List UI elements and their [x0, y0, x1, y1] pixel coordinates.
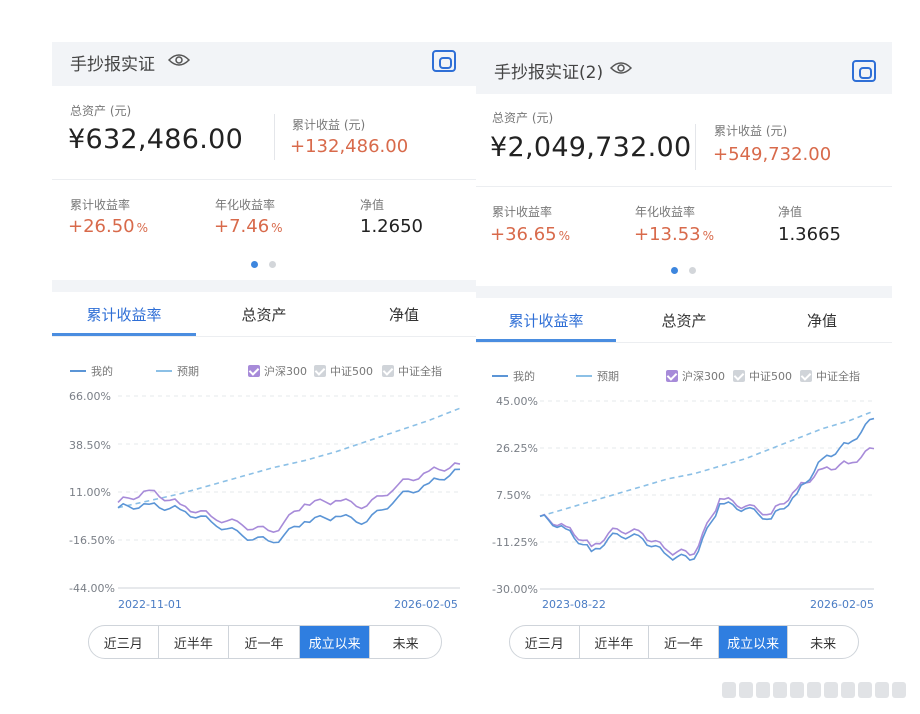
checkbox-icon: [733, 370, 745, 382]
wallet-icon[interactable]: [852, 60, 876, 82]
annual-return-value: +7.46%: [214, 216, 283, 237]
annual-return-value: +13.53%: [634, 224, 715, 245]
tab-total-assets[interactable]: 总资产: [241, 306, 287, 324]
pager-dot-active[interactable]: [671, 267, 678, 274]
tab-nav[interactable]: 净值: [388, 306, 419, 324]
eye-icon[interactable]: [610, 60, 632, 76]
legend-expected[interactable]: 预期: [576, 368, 619, 384]
divider: [274, 114, 275, 160]
tab-total-assets[interactable]: 总资产: [661, 312, 707, 330]
series-line-hs300: [117, 462, 461, 533]
divider: [695, 124, 696, 170]
range-1y[interactable]: 近一年: [229, 626, 300, 658]
series-line-mine: [539, 417, 875, 562]
x-tick-start: 2022-11-01: [118, 598, 182, 611]
total-assets-value: ¥2,049,732.00: [490, 132, 692, 163]
tab-nav[interactable]: 净值: [806, 312, 837, 330]
x-tick-end: 2026-02-05: [810, 598, 874, 611]
account-title: 手抄报实证(2): [494, 63, 604, 83]
annual-return-label: 年化收益率: [635, 205, 696, 219]
y-tick: 7.50%: [496, 489, 531, 502]
cum-income-label: 累计收益 (元): [292, 118, 366, 132]
legend-mine[interactable]: 我的: [70, 363, 113, 379]
tab-cum-return[interactable]: 累计收益率: [86, 306, 162, 324]
tab-cum-return[interactable]: 累计收益率: [508, 312, 584, 330]
cum-return-label: 累计收益率: [70, 198, 131, 212]
series-line-mine: [117, 468, 461, 544]
range-1y[interactable]: 近一年: [649, 626, 719, 658]
legend-zz500[interactable]: 中证500: [314, 363, 373, 379]
legend-expected[interactable]: 预期: [156, 363, 199, 379]
pager-dot[interactable]: [689, 267, 696, 274]
checkbox-icon: [314, 365, 326, 377]
x-tick-end: 2026-02-05: [394, 598, 458, 611]
series-line-hs300: [539, 447, 875, 557]
account-panel-1: 手抄报实证 总资产 (元) ¥632,486.00 累计收益 (元) +132,…: [52, 42, 476, 672]
tab-indicator: [476, 339, 616, 342]
cum-income-label: 累计收益 (元): [714, 124, 788, 138]
account-header: 手抄报实证(2): [476, 42, 892, 94]
pager-dot-active[interactable]: [251, 261, 258, 268]
cum-return-value: +36.65%: [490, 224, 571, 245]
cum-return-chart[interactable]: [52, 42, 476, 672]
eye-icon[interactable]: [168, 52, 190, 68]
y-tick: 26.25%: [496, 442, 538, 455]
cum-income-value: +549,732.00: [713, 144, 832, 165]
cum-return-value: +26.50%: [68, 216, 149, 237]
y-tick: 66.00%: [69, 390, 111, 403]
y-tick: 11.00%: [69, 486, 111, 499]
tab-indicator: [52, 333, 196, 336]
y-tick: -16.50%: [69, 534, 115, 547]
y-tick: -44.00%: [69, 582, 115, 595]
range-6m[interactable]: 近半年: [159, 626, 230, 658]
total-assets-value: ¥632,486.00: [68, 124, 244, 155]
range-selector: 近三月 近半年 近一年 成立以来 未来: [509, 625, 859, 659]
checkbox-icon: [800, 370, 812, 382]
account-panel-2: 手抄报实证(2) 总资产 (元) ¥2,049,732.00 累计收益 (元) …: [476, 42, 892, 672]
legend-zzqz[interactable]: 中证全指: [382, 363, 442, 379]
range-since-inception[interactable]: 成立以来: [299, 626, 371, 658]
series-line-expected: [117, 407, 461, 509]
wallet-icon[interactable]: [432, 50, 456, 72]
y-tick: -30.00%: [492, 583, 538, 596]
y-tick: -11.25%: [492, 536, 538, 549]
account-header: 手抄报实证: [52, 42, 476, 86]
nav-value: 1.2650: [360, 216, 423, 237]
legend-zz500[interactable]: 中证500: [733, 368, 792, 384]
cum-return-chart[interactable]: [476, 42, 892, 672]
range-3m[interactable]: 近三月: [89, 626, 159, 658]
nav-value: 1.3665: [778, 224, 841, 245]
cum-return-label: 累计收益率: [492, 205, 553, 219]
annual-return-label: 年化收益率: [215, 198, 276, 212]
nav-label: 净值: [778, 205, 803, 219]
checkbox-icon: [248, 365, 260, 377]
total-assets-label: 总资产 (元): [70, 104, 132, 118]
cum-income-value: +132,486.00: [290, 136, 409, 157]
legend-hs300[interactable]: 沪深300: [666, 368, 725, 384]
series-line-expected: [539, 410, 875, 518]
watermark: [722, 682, 906, 698]
legend-mine[interactable]: 我的: [492, 368, 535, 384]
nav-label: 净值: [360, 198, 385, 212]
pager-dot[interactable]: [269, 261, 276, 268]
total-assets-label: 总资产 (元): [492, 111, 554, 125]
checkbox-icon: [382, 365, 394, 377]
y-tick: 45.00%: [496, 395, 538, 408]
legend-zzqz[interactable]: 中证全指: [800, 368, 860, 384]
range-since-inception[interactable]: 成立以来: [718, 626, 789, 658]
range-future[interactable]: 未来: [392, 636, 419, 652]
x-tick-start: 2023-08-22: [542, 598, 606, 611]
range-3m[interactable]: 近三月: [510, 626, 580, 658]
checkbox-icon: [666, 370, 678, 382]
legend-hs300[interactable]: 沪深300: [248, 363, 307, 379]
range-selector: 近三月 近半年 近一年 成立以来 未来: [88, 625, 442, 659]
account-title: 手抄报实证: [70, 55, 155, 75]
y-tick: 38.50%: [69, 439, 111, 452]
range-future[interactable]: 未来: [810, 636, 837, 652]
range-6m[interactable]: 近半年: [580, 626, 650, 658]
